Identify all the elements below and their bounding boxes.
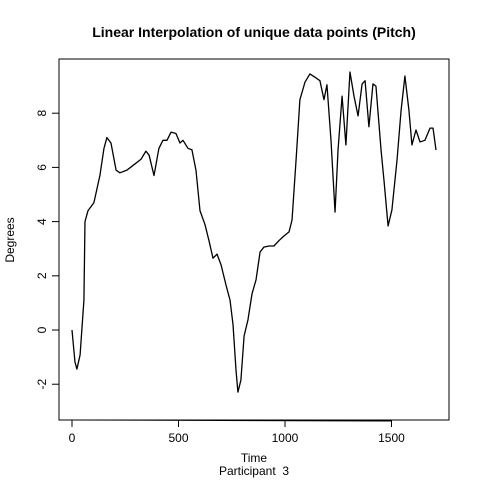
y-tick-label: 8 xyxy=(35,110,49,117)
x-axis-line xyxy=(71,419,392,422)
chart-title: Linear Interpolation of unique data poin… xyxy=(92,24,416,40)
x-tick-label: 1000 xyxy=(272,431,299,445)
x-tick-label: 500 xyxy=(168,431,188,445)
y-tick-label: 4 xyxy=(35,218,49,225)
y-tick-label: -2 xyxy=(35,379,49,390)
data-line xyxy=(71,71,437,393)
y-tick-label: 0 xyxy=(35,326,49,333)
y-axis-label: Degrees xyxy=(3,217,17,262)
x-tick-label: 0 xyxy=(69,431,76,445)
x-axis-label: Time xyxy=(241,451,268,465)
subtitle: Participant 3 xyxy=(219,464,289,478)
x-tick-label: 1500 xyxy=(378,431,405,445)
y-tick-label: 2 xyxy=(35,272,49,279)
plot-frame xyxy=(58,58,450,421)
y-tick-label: 6 xyxy=(35,164,49,171)
